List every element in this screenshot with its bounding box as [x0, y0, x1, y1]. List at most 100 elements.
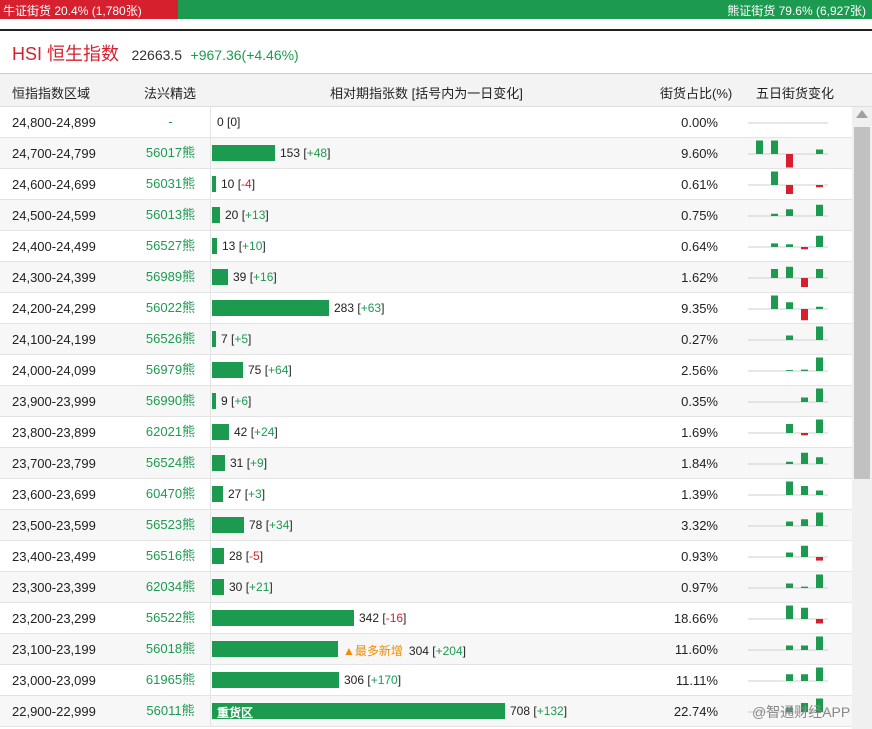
pick-link[interactable]: 56516熊 [131, 541, 211, 571]
range-cell: 24,700-24,799 [12, 146, 96, 161]
share-percent: 2.56% [681, 363, 718, 378]
pick-link[interactable]: 56522熊 [131, 603, 211, 633]
count-value: 283 [+63] [334, 301, 385, 315]
sparkline-bar [801, 309, 808, 321]
pick-link[interactable]: 56524熊 [131, 448, 211, 478]
share-percent: 0.00% [681, 115, 718, 130]
table-row: 24,300-24,399 56989熊 39 [+16] 1.62% [0, 262, 852, 293]
daily-change: 0 [230, 115, 238, 129]
table-row: 22,900-22,999 56011熊 重货区 708 [+132] 22.74% [0, 696, 852, 727]
sparkline-bar [786, 424, 793, 433]
table-row: 24,200-24,299 56022熊 283 [+63] 9.35% [0, 293, 852, 324]
count-bar [212, 610, 354, 626]
pick-link[interactable]: 56022熊 [131, 293, 211, 323]
count-number: 342 [359, 611, 380, 625]
count-value: 13 [+10] [222, 239, 266, 253]
pick-link[interactable]: 56990熊 [131, 386, 211, 416]
count-bar [212, 362, 243, 378]
index-title: HSI 恒生指数 [12, 44, 120, 64]
sparkline-bar [816, 306, 823, 309]
sparkline-bar [816, 698, 823, 712]
sparkline-bar [771, 213, 778, 216]
count-bar [212, 641, 338, 657]
pick-link[interactable]: 56013熊 [131, 200, 211, 230]
index-value: 22663.5 [131, 47, 183, 63]
sparkline-bar [801, 703, 808, 712]
sparkline-bar [786, 302, 793, 309]
five-day-sparkline [748, 357, 828, 372]
pick-link[interactable]: 56979熊 [131, 355, 211, 385]
header-range: 恒指指数区域 [12, 86, 91, 101]
range-cell: 23,000-23,099 [12, 673, 96, 688]
count-number: 28 [229, 549, 243, 563]
sparkline-bar [801, 278, 808, 287]
share-percent: 9.35% [681, 301, 718, 316]
table-row: 24,800-24,899 -0 [0] 0.00% [0, 107, 852, 138]
table-row: 24,400-24,499 56527熊 13 [+10] 0.64% [0, 231, 852, 262]
pick-link[interactable]: 61965熊 [131, 665, 211, 695]
bull-share-bar [0, 0, 178, 19]
share-percent: 11.60% [674, 642, 718, 657]
count-value: 7 [+5] [221, 332, 252, 346]
pick-link[interactable]: 56031熊 [131, 169, 211, 199]
range-cell: 24,200-24,299 [12, 301, 96, 316]
five-day-sparkline [748, 605, 828, 624]
pick-link[interactable]: 56523熊 [131, 510, 211, 540]
pick-link[interactable]: 62021熊 [131, 417, 211, 447]
sparkline-bar [801, 645, 808, 650]
five-day-sparkline [748, 574, 828, 589]
count-bar [212, 579, 224, 595]
heavy-zone-label: 重货区 [217, 706, 254, 720]
table-row: 23,900-23,999 56990熊 9 [+6] 0.35% [0, 386, 852, 417]
range-cell: 23,100-23,199 [12, 642, 96, 657]
index-change: +967.36(+4.46%) [190, 47, 299, 63]
range-cell: 23,800-23,899 [12, 425, 96, 440]
sparkline-bar [801, 545, 808, 557]
sparkline-bar [786, 645, 793, 650]
range-cell: 24,600-24,699 [12, 177, 96, 192]
table-row: 23,800-23,899 62021熊 42 [+24] 1.69% [0, 417, 852, 448]
sparkline-bar [786, 185, 793, 194]
pick-link[interactable]: 56989熊 [131, 262, 211, 292]
pick-link[interactable]: 56011熊 [131, 696, 211, 726]
table-row: 23,400-23,499 56516熊 28 [-5] 0.93% [0, 541, 852, 572]
range-cell: 22,900-22,999 [12, 704, 96, 719]
share-percent: 3.32% [681, 518, 718, 533]
sparkline-bar [816, 419, 823, 433]
count-value: 306 [+170] [344, 673, 402, 687]
range-cell: 23,300-23,399 [12, 580, 96, 595]
pick-link[interactable]: 56017熊 [131, 138, 211, 168]
sparkline-bar [771, 295, 778, 309]
count-value: ▲最多新增 304 [+204] [343, 644, 466, 658]
count-number: 78 [249, 518, 263, 532]
pick-link[interactable]: 60470熊 [131, 479, 211, 509]
pick-link[interactable]: 56526熊 [131, 324, 211, 354]
table-row: 23,600-23,699 60470熊 27 [+3] 1.39% [0, 479, 852, 510]
daily-change: +3 [248, 487, 262, 501]
most-added-badge: ▲最多新增 [343, 644, 403, 658]
header-pick: 法兴精选 [144, 86, 197, 101]
sparkline-bar [786, 674, 793, 681]
count-value: 708 [+132] [510, 704, 568, 718]
table-row: 23,000-23,099 61965熊 306 [+170] 11.11% [0, 665, 852, 696]
count-value: 27 [+3] [228, 487, 266, 501]
share-percent: 0.61% [681, 177, 718, 192]
sparkline-bar [816, 636, 823, 650]
count-value: 31 [+9] [230, 456, 268, 470]
count-bar [212, 238, 217, 254]
count-bar [212, 486, 223, 502]
count-value: 20 [+13] [225, 208, 269, 222]
sparkline-bar [816, 490, 823, 495]
share-percent: 18.66% [673, 611, 718, 626]
five-day-sparkline [748, 266, 828, 287]
pick-link[interactable]: 56527熊 [131, 231, 211, 261]
share-percent: 1.62% [681, 270, 718, 285]
five-day-sparkline [748, 326, 828, 341]
pick-link[interactable]: 62034熊 [131, 572, 211, 602]
pick-link[interactable]: 56018熊 [131, 634, 211, 664]
scrollbar[interactable] [852, 107, 872, 729]
sparkline-bar [801, 486, 808, 495]
scrollbar-thumb[interactable] [854, 127, 870, 479]
scroll-up-arrow-icon[interactable] [856, 110, 868, 118]
count-number: 283 [334, 301, 355, 315]
